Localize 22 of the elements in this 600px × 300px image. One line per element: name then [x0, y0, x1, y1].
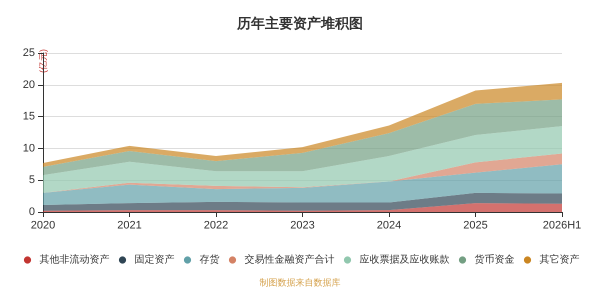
x-tick-label: 2025 — [463, 220, 488, 232]
legend-label: 其它资产 — [540, 254, 580, 266]
y-tick-label: 15 — [22, 110, 35, 123]
y-tick-label: 0 — [28, 206, 35, 218]
x-tick-label: 2021 — [117, 220, 142, 232]
chart-title: 历年主要资产堆积图 — [236, 15, 363, 32]
x-tick-label: 2026H1 — [542, 220, 582, 232]
y-tick-label: 5 — [28, 174, 35, 186]
x-tick-label: 2020 — [30, 220, 56, 232]
legend-label: 其他非流动资产 — [40, 254, 110, 266]
x-tick-label: 2023 — [290, 220, 315, 232]
legend-label: 货币资金 — [474, 254, 514, 266]
legend-label: 交易性金融资产合计 — [244, 254, 334, 266]
y-tick-label: 20 — [22, 78, 35, 91]
x-tick-label: 2022 — [204, 220, 228, 232]
text: 制图数据来自数据库 — [260, 278, 340, 288]
legend-label: 应收票据及应收账款 — [360, 254, 450, 266]
legend-label: 固定资产 — [134, 254, 174, 266]
y-tick-label: 25 — [22, 47, 35, 59]
legend-label: 存货 — [200, 254, 220, 266]
x-tick-label: 2024 — [376, 220, 402, 232]
y-tick-label: 10 — [22, 142, 35, 154]
